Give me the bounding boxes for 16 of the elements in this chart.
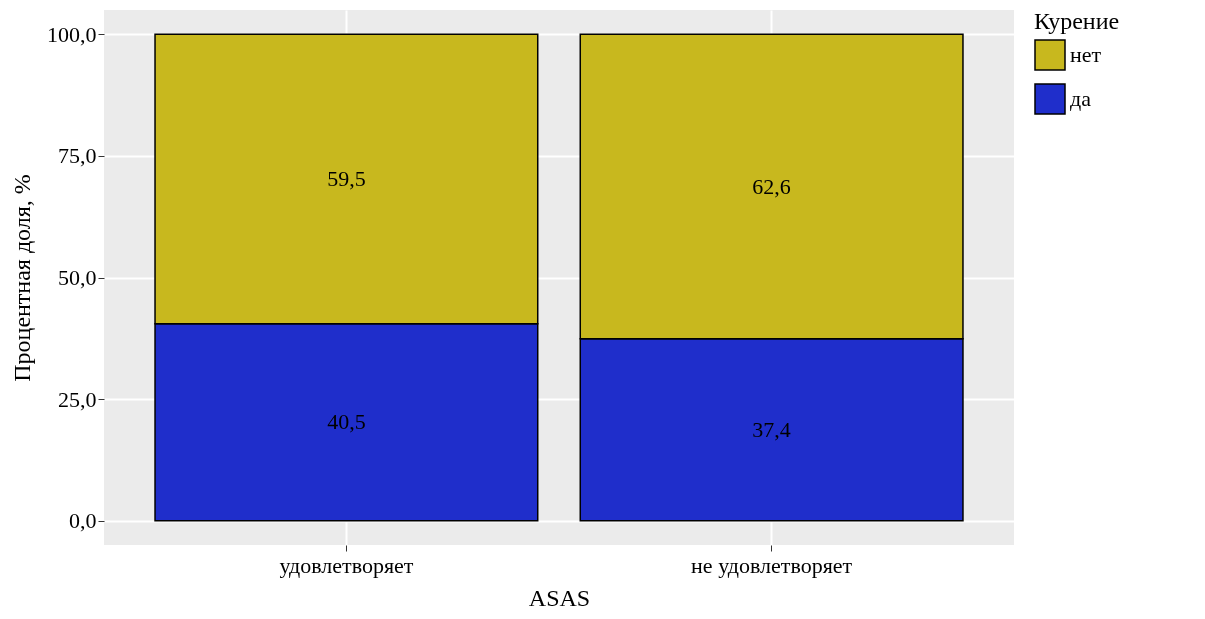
data-label: 40,5 (327, 409, 366, 435)
y-tick-label: 0,0 (69, 508, 97, 534)
x-tick-label: удовлетворяет (279, 552, 414, 578)
data-label: 59,5 (327, 166, 366, 192)
data-label: 37,4 (752, 416, 791, 442)
legend-label: да (1070, 86, 1092, 111)
legend-label: нет (1070, 42, 1102, 67)
x-tick-label: не удовлетворяет (691, 552, 853, 578)
legend-title: Курение (1034, 8, 1120, 34)
y-axis-title: Процентная доля, % (9, 174, 35, 382)
data-label: 62,6 (752, 173, 791, 199)
x-axis-title: ASAS (528, 584, 591, 611)
y-tick-label: 25,0 (58, 386, 97, 412)
y-tick-label: 50,0 (58, 265, 97, 290)
y-tick-label: 100,0 (47, 21, 97, 47)
y-tick-label: 75,0 (58, 143, 97, 169)
